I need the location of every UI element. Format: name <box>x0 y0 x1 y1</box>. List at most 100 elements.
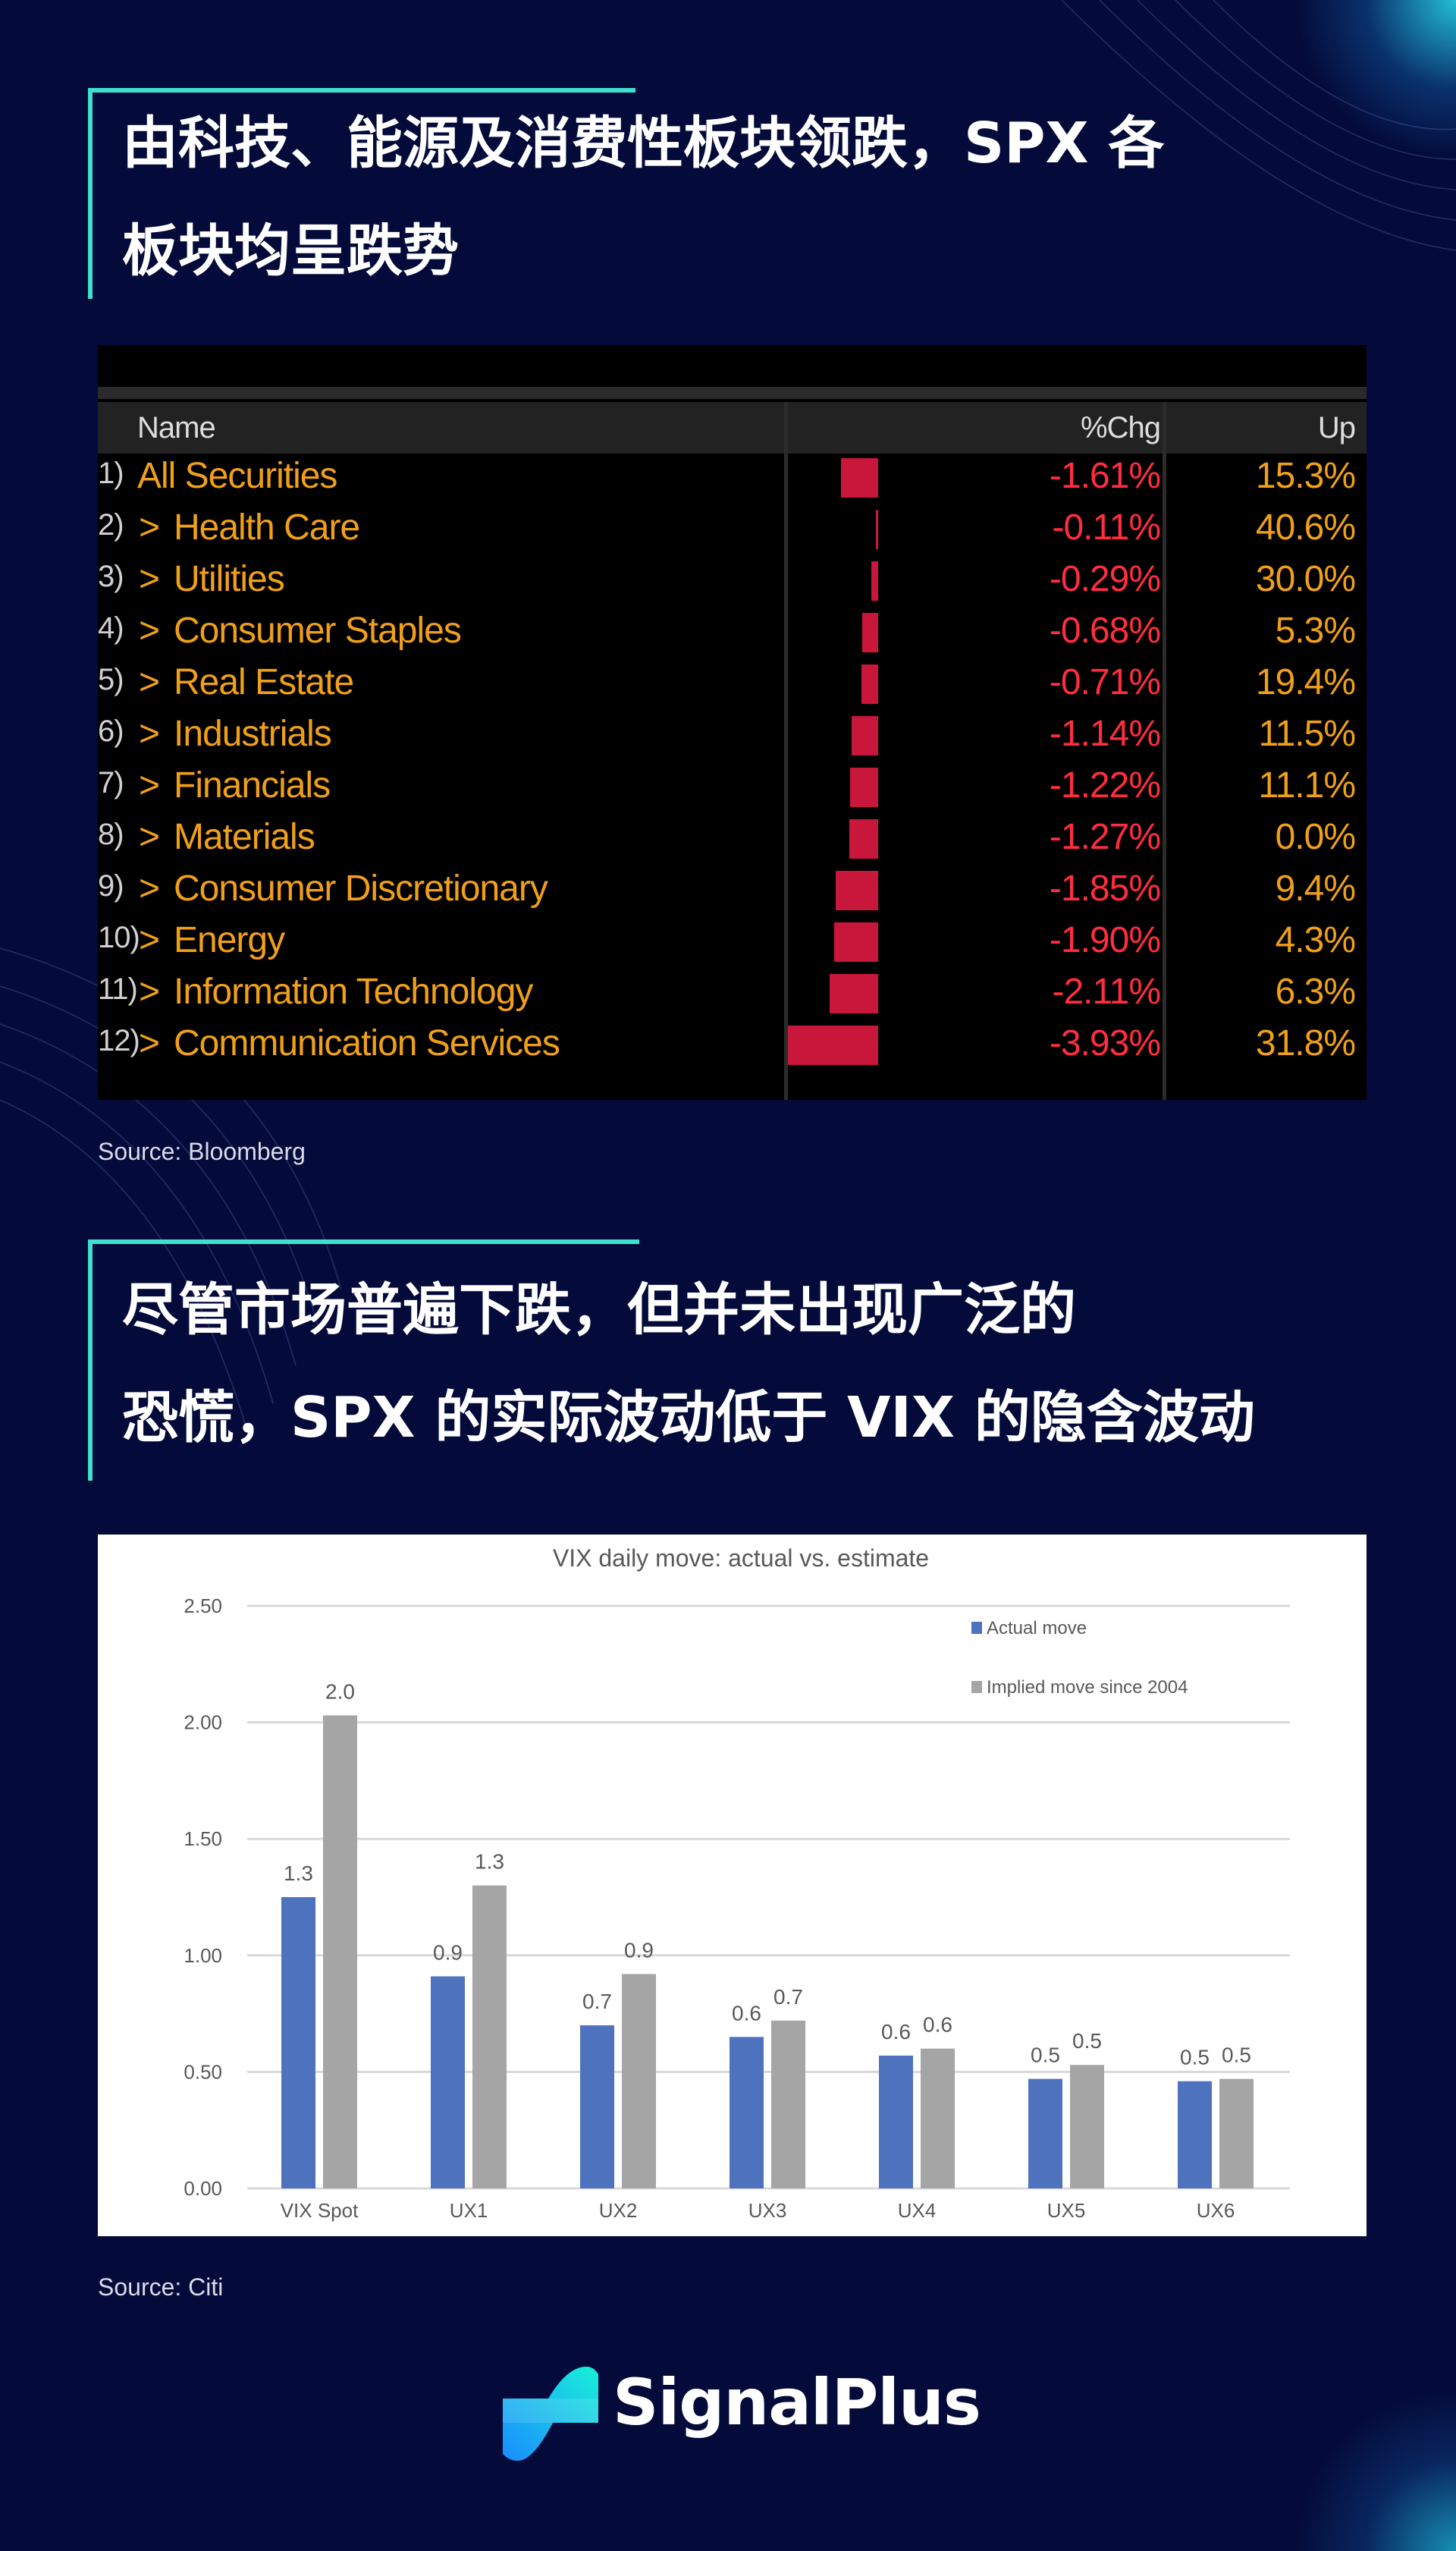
header-name: Name <box>137 411 216 445</box>
data-label: 2.0 <box>325 1679 355 1703</box>
sector-name: Materials <box>174 817 315 857</box>
chevron-right-icon[interactable]: > <box>139 1023 160 1063</box>
data-label: 0.5 <box>1031 2044 1060 2067</box>
pct-change-bar <box>850 768 878 807</box>
title-accent-bar <box>88 1239 93 1481</box>
up-value: 31.8% <box>1255 1023 1356 1063</box>
pct-change-value: -2.11% <box>1052 972 1161 1012</box>
row-number: 7) <box>98 766 124 800</box>
row-number: 8) <box>98 818 124 851</box>
chevron-right-icon[interactable]: > <box>139 611 160 651</box>
decorative-glow-bottom <box>1228 2323 1456 2551</box>
chart-canvas: VIX daily move: actual vs. estimate 0.00 0… <box>184 1544 1290 2222</box>
pct-change-value: -1.14% <box>1049 714 1161 754</box>
row-number: 9) <box>98 869 124 903</box>
pct-change-value: -1.61% <box>1049 456 1161 496</box>
bar-implied <box>771 2020 805 2188</box>
x-tick-label: UX2 <box>599 2199 638 2222</box>
sector-name: Information Technology <box>174 972 533 1012</box>
pct-change-bar <box>862 613 878 652</box>
up-value: 15.3% <box>1255 456 1356 496</box>
table-row[interactable]: 12) > Communication Services -3.93% 31.8% <box>98 1019 1367 1071</box>
bar-implied <box>622 1974 656 2188</box>
table-row[interactable]: 9) > Consumer Discretionary -1.85% 9.4% <box>98 865 1367 916</box>
bar-actual <box>281 1897 315 2188</box>
table-row[interactable]: 10) > Energy -1.90% 4.3% <box>98 916 1367 968</box>
sector-name: All Securities <box>137 456 337 496</box>
bar-actual <box>580 2025 614 2188</box>
table-row[interactable]: 5) > Real Estate -0.71% 19.4% <box>98 658 1367 710</box>
table-row[interactable]: 1) All Securities -1.61% 15.3% <box>98 452 1367 504</box>
data-label: 0.5 <box>1180 2046 1210 2069</box>
table-row[interactable]: 7) > Financials -1.22% 11.1% <box>98 762 1367 813</box>
sector-name: Industrials <box>174 714 332 754</box>
row-number: 11) <box>98 972 138 1006</box>
chart-title: VIX daily move: actual vs. estimate <box>553 1544 929 1572</box>
pct-change-value: -1.90% <box>1049 920 1161 960</box>
chevron-right-icon[interactable]: > <box>139 507 160 548</box>
table-row[interactable]: 4) > Consumer Staples -0.68% 5.3% <box>98 607 1367 658</box>
chevron-right-icon[interactable]: > <box>139 972 160 1012</box>
y-tick-label: 0.00 <box>184 2177 222 2200</box>
title-line: 由科技、能源及消费性板块领跌，SPX 各 <box>122 111 1165 176</box>
bar-implied <box>472 1885 507 2188</box>
pct-change-bar <box>787 1026 878 1065</box>
chevron-right-icon[interactable]: > <box>139 714 160 754</box>
x-tick-label: UX3 <box>748 2199 787 2222</box>
chevron-right-icon[interactable]: > <box>139 920 160 960</box>
row-number: 1) <box>98 457 124 490</box>
data-label: 0.6 <box>732 2001 761 2025</box>
pct-change-value: -0.29% <box>1049 559 1161 599</box>
data-label: 0.6 <box>881 2020 911 2044</box>
row-number: 4) <box>98 611 124 645</box>
row-number: 6) <box>98 715 124 748</box>
pct-change-value: -1.22% <box>1049 765 1161 806</box>
data-label: 0.7 <box>774 1985 803 2009</box>
up-value: 9.4% <box>1275 869 1356 909</box>
legend-swatch <box>971 1681 982 1693</box>
table-header: Name %Chg Up <box>98 402 1367 454</box>
bar-implied <box>1219 2078 1254 2188</box>
up-value: 40.6% <box>1255 507 1356 548</box>
pct-change-value: -3.93% <box>1049 1023 1161 1063</box>
data-label: 0.9 <box>624 1938 654 1962</box>
up-value: 5.3% <box>1275 611 1356 651</box>
pct-change-bar <box>875 510 878 549</box>
pct-change-value: -0.11% <box>1052 507 1161 548</box>
table-row[interactable]: 11) > Information Technology -2.11% 6.3% <box>98 968 1367 1019</box>
x-tick-label: UX5 <box>1047 2199 1086 2222</box>
up-value: 11.5% <box>1258 714 1356 754</box>
title-accent-bar <box>88 88 93 299</box>
toolbar-strip <box>98 387 1367 399</box>
bar-actual <box>1178 2081 1212 2188</box>
up-value: 11.1% <box>1258 765 1356 806</box>
table-row[interactable]: 3) > Utilities -0.29% 30.0% <box>98 555 1367 607</box>
pct-change-value: -0.68% <box>1049 611 1161 651</box>
pct-change-bar <box>849 819 878 859</box>
sector-name: Utilities <box>174 559 285 599</box>
chevron-right-icon[interactable]: > <box>139 765 160 806</box>
table-row[interactable]: 2) > Health Care -0.11% 40.6% <box>98 504 1367 555</box>
title-accent-line <box>89 1239 639 1244</box>
legend-label: Implied move since 2004 <box>987 1677 1188 1698</box>
legend-swatch <box>971 1622 982 1634</box>
bar-implied <box>323 1715 357 2188</box>
up-value: 6.3% <box>1275 972 1356 1012</box>
table-row[interactable]: 8) > Materials -1.27% 0.0% <box>98 813 1367 865</box>
chevron-right-icon[interactable]: > <box>139 662 160 702</box>
chevron-right-icon[interactable]: > <box>139 869 160 909</box>
chevron-right-icon[interactable]: > <box>139 559 160 599</box>
chevron-right-icon[interactable]: > <box>139 817 160 857</box>
source-citi: Source: Citi <box>98 2273 224 2301</box>
sector-name: Consumer Staples <box>174 611 462 651</box>
data-label: 1.3 <box>284 1861 313 1885</box>
data-label: 0.9 <box>433 1940 463 1964</box>
up-value: 4.3% <box>1275 920 1356 960</box>
sector-name: Real Estate <box>174 662 354 702</box>
section1-title: 由科技、能源及消费性板块领跌，SPX 各 板块均呈跌势 <box>122 90 1164 305</box>
x-tick-label: UX1 <box>450 2199 488 2222</box>
pct-change-bar <box>871 561 878 601</box>
bar-implied <box>1070 2065 1104 2188</box>
table-row[interactable]: 6) > Industrials -1.14% 11.5% <box>98 710 1367 762</box>
